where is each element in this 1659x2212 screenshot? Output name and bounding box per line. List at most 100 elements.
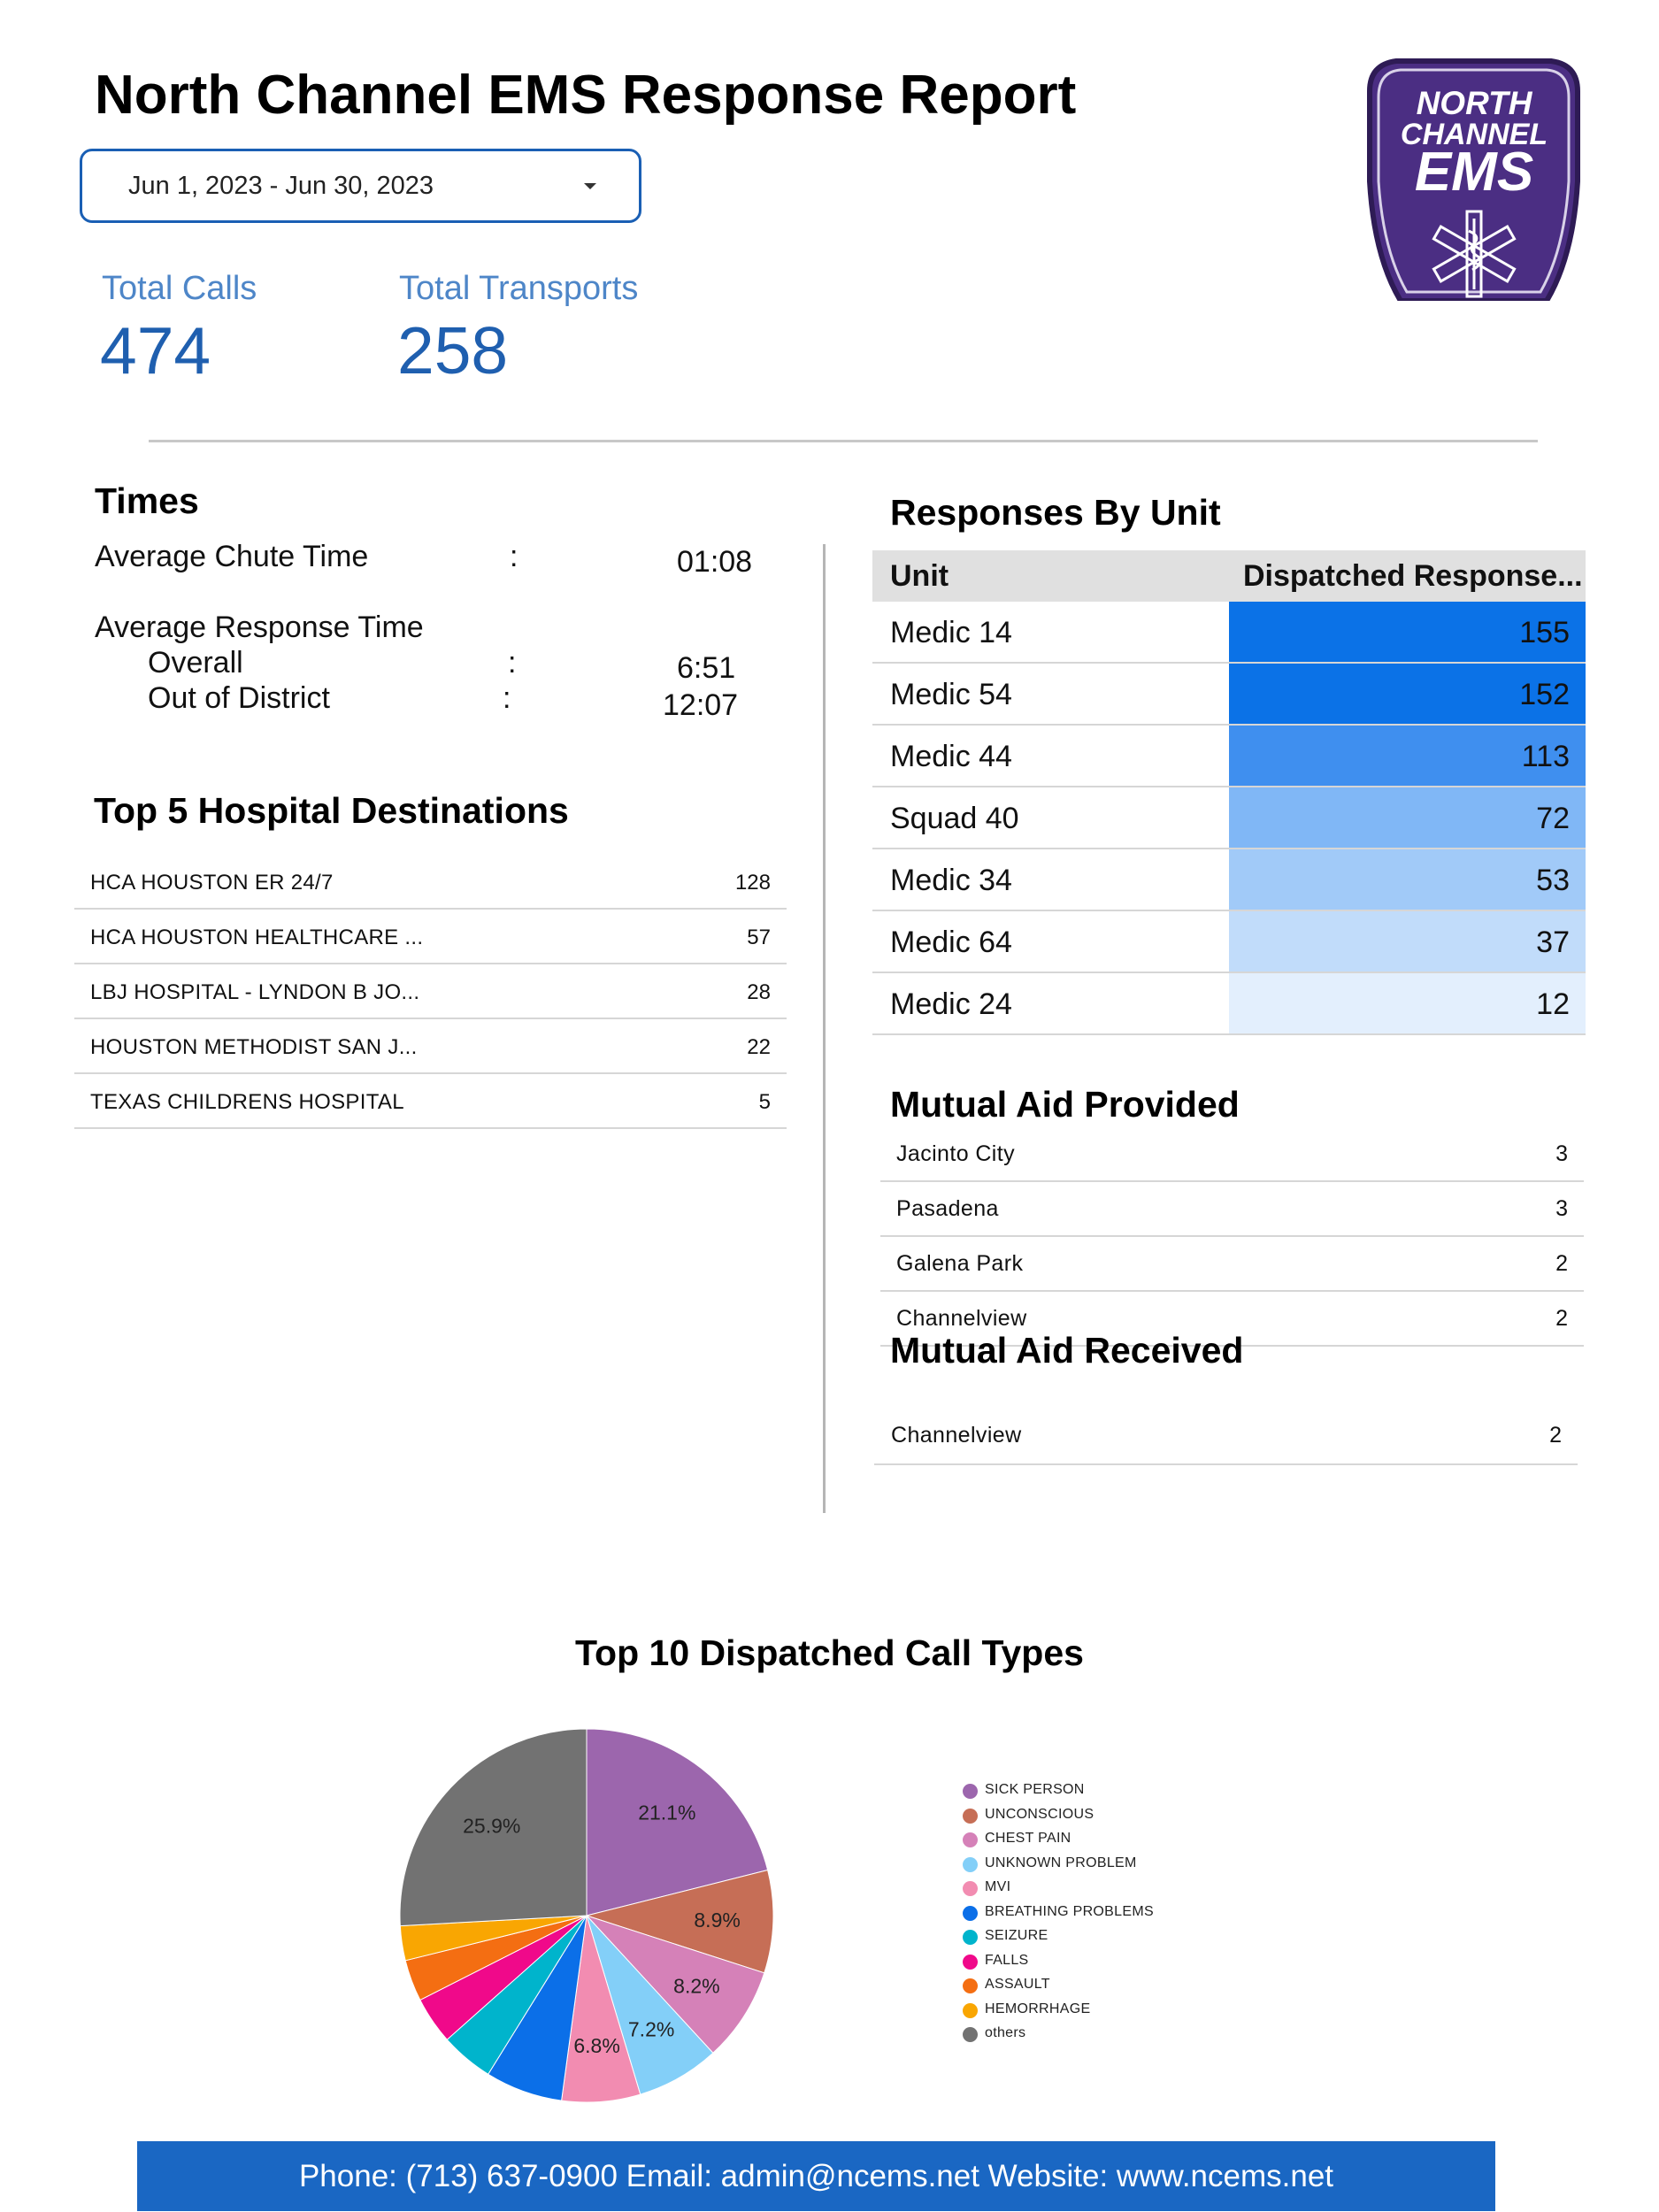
table-row: Medic 34 53 (872, 849, 1586, 911)
pie-slice-chest-pain[interactable] (585, 1914, 765, 2054)
contact-footer: Phone: (713) 637-0900 Email: admin@ncems… (137, 2141, 1495, 2211)
dispatched-count: 53 (1536, 864, 1570, 897)
legend-label: ASSAULT (985, 1977, 1050, 1992)
mutual-aid-provided-title: Mutual Aid Provided (890, 1084, 1240, 1125)
date-range-picker[interactable]: Jun 1, 2023 - Jun 30, 2023 (80, 149, 641, 223)
overall-value: 6:51 (677, 651, 736, 685)
pie-slice-label: 8.9% (694, 1909, 740, 1932)
unit-name: Medic 34 (890, 864, 1012, 897)
table-row: Medic 14 155 (872, 602, 1586, 664)
agency-name: Pasadena (896, 1196, 999, 1221)
agency-count: 2 (1555, 1306, 1568, 1331)
dispatched-count: 12 (1536, 987, 1570, 1021)
legend-label: SEIZURE (985, 1928, 1048, 1943)
hospital-name: LBJ HOSPITAL - LYNDON B JO... (90, 980, 420, 1004)
unit-name: Medic 64 (890, 926, 1012, 959)
list-item: Channelview 2 (874, 1409, 1578, 1465)
legend-swatch (963, 2002, 978, 2018)
unit-name: Squad 40 (890, 802, 1019, 835)
list-item: Jacinto City 3 (880, 1127, 1584, 1182)
mutual-aid-received-title: Mutual Aid Received (890, 1330, 1244, 1371)
pie-slice-label: 25.9% (463, 1814, 520, 1837)
svg-text:NORTH: NORTH (1417, 85, 1533, 121)
hospital-row: HCA HOUSTON ER 24/7 128 (74, 855, 787, 910)
table-row: Medic 24 12 (872, 973, 1586, 1035)
legend-swatch (963, 1784, 978, 1799)
out-of-district-label: Out of District (148, 681, 330, 715)
agency-count: 2 (1555, 1251, 1568, 1276)
agency-name: Channelview (896, 1306, 1027, 1331)
legend-label: FALLS (985, 1952, 1029, 1968)
date-range-value: Jun 1, 2023 - Jun 30, 2023 (128, 171, 434, 200)
unit-column-header[interactable]: Unit (890, 559, 949, 593)
pie-slice-label: 8.2% (673, 1975, 719, 1998)
dispatched-cell: 12 (1229, 973, 1586, 1033)
legend-swatch (963, 1954, 978, 1970)
list-item: Channelview 2 (880, 1292, 1584, 1347)
legend-swatch (963, 1856, 978, 1872)
legend-label: CHEST PAIN (985, 1831, 1071, 1846)
agency-name: Jacinto City (896, 1141, 1016, 1166)
unit-name: Medic 44 (890, 740, 1012, 773)
hospital-count: 128 (734, 871, 771, 895)
dispatched-column-header[interactable]: Dispatched Response... (1243, 559, 1583, 593)
legend-swatch (963, 1930, 978, 1945)
responses-by-unit-table: Unit Dispatched Response... Medic 14 155… (872, 550, 1586, 1035)
dispatched-count: 37 (1536, 926, 1570, 959)
total-transports-value: 258 (397, 313, 509, 388)
responses-by-unit-title: Responses By Unit (890, 492, 1221, 533)
column-divider (823, 544, 826, 1513)
agency-count: 3 (1555, 1141, 1568, 1166)
overall-label: Overall (148, 646, 243, 680)
table-row: Medic 44 113 (872, 726, 1586, 787)
hospital-name: TEXAS CHILDRENS HOSPITAL (90, 1090, 404, 1114)
pie-slice-others[interactable] (399, 1728, 588, 1927)
legend-label: UNCONSCIOUS (985, 1806, 1094, 1822)
hospital-row: HCA HOUSTON HEALTHCARE ... 57 (74, 910, 787, 964)
hospital-row: TEXAS CHILDRENS HOSPITAL 5 (74, 1074, 787, 1129)
hospital-count: 57 (747, 926, 771, 949)
hospital-count: 22 (747, 1035, 771, 1059)
hospital-row: HOUSTON METHODIST SAN J... 22 (74, 1019, 787, 1074)
legend-swatch (963, 1832, 978, 1847)
total-calls-label: Total Calls (102, 270, 257, 307)
total-transports-label: Total Transports (399, 270, 639, 307)
header-divider (149, 440, 1538, 442)
legend-label: MVI (985, 1879, 1011, 1894)
overall-colon: : (508, 646, 517, 680)
pie-slice-unconscious[interactable] (585, 1869, 774, 1974)
hospital-name: HCA HOUSTON ER 24/7 (90, 871, 334, 895)
avg-chute-time-colon: : (510, 540, 518, 573)
pie-slice-sick-person[interactable] (586, 1728, 769, 1916)
dispatched-cell: 152 (1229, 664, 1586, 724)
legend-label: BREATHING PROBLEMS (985, 1903, 1154, 1919)
call-types-pie-chart: 21.1% 8.9% 8.2% 7.2% 6.8% 25.9% (399, 1728, 774, 2103)
avg-chute-time-label: Average Chute Time (95, 540, 369, 573)
dispatched-cell: 113 (1229, 726, 1586, 786)
unit-name: Medic 14 (890, 616, 1012, 649)
times-title: Times (95, 480, 199, 521)
hospital-count: 5 (758, 1090, 771, 1114)
dispatched-count: 113 (1521, 740, 1570, 773)
legend-label: others (985, 2025, 1026, 2040)
legend-swatch (963, 1978, 978, 1993)
dispatched-count: 72 (1536, 802, 1570, 835)
agency-name: Channelview (891, 1423, 1022, 1448)
legend-label: UNKNOWN PROBLEM (985, 1855, 1137, 1870)
dispatched-cell: 72 (1229, 787, 1586, 848)
total-calls-value: 474 (100, 313, 211, 388)
pie-slice-label: 6.8% (573, 2034, 619, 2057)
hospital-name: HCA HOUSTON HEALTHCARE ... (90, 926, 424, 949)
agency-count: 2 (1549, 1423, 1562, 1448)
caret-down-icon[interactable] (584, 183, 596, 189)
hospital-count: 28 (747, 980, 771, 1004)
table-header: Unit Dispatched Response... (872, 550, 1586, 602)
legend-swatch (963, 1905, 978, 1921)
table-row: Medic 64 37 (872, 911, 1586, 973)
unit-name: Medic 24 (890, 987, 1012, 1021)
svg-text:CHANNEL: CHANNEL (1401, 118, 1548, 151)
out-of-district-value: 12:07 (663, 688, 739, 722)
agency-name: Galena Park (896, 1251, 1024, 1276)
table-row: Squad 40 72 (872, 787, 1586, 849)
north-channel-ems-logo: NORTH CHANNEL EMS (1367, 58, 1580, 301)
